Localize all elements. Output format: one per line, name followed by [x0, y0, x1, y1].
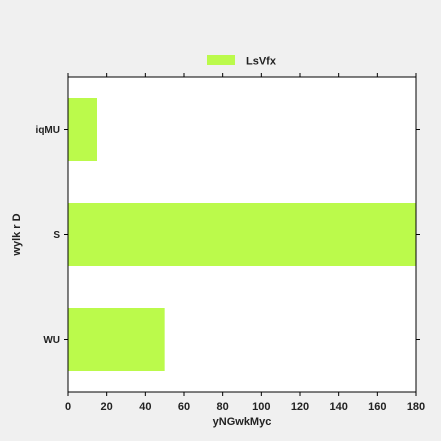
- y-axis-label: wylk r D: [11, 213, 23, 256]
- bar-S: [68, 203, 416, 266]
- bar-iqMU: [68, 98, 97, 161]
- x-axis-label: yNGwkMyc: [213, 416, 272, 428]
- legend: LsVfx: [207, 55, 277, 68]
- x-tick-label: 0: [65, 401, 71, 413]
- x-tick-label: 20: [101, 401, 113, 413]
- legend-swatch: [207, 55, 235, 65]
- y-tick-label: WU: [43, 335, 60, 346]
- bar-WU: [68, 308, 165, 371]
- x-tick-label: 120: [291, 401, 309, 413]
- x-tick-label: 180: [407, 401, 425, 413]
- x-tick-label: 60: [178, 401, 190, 413]
- x-tick-label: 40: [139, 401, 151, 413]
- x-tick-label: 80: [217, 401, 229, 413]
- y-tick-label: iqMU: [36, 125, 60, 136]
- x-tick-label: 100: [252, 401, 270, 413]
- x-tick-label: 160: [368, 401, 386, 413]
- y-tick-label: S: [53, 230, 60, 241]
- legend-label: LsVfx: [246, 56, 277, 68]
- x-tick-label: 140: [329, 401, 347, 413]
